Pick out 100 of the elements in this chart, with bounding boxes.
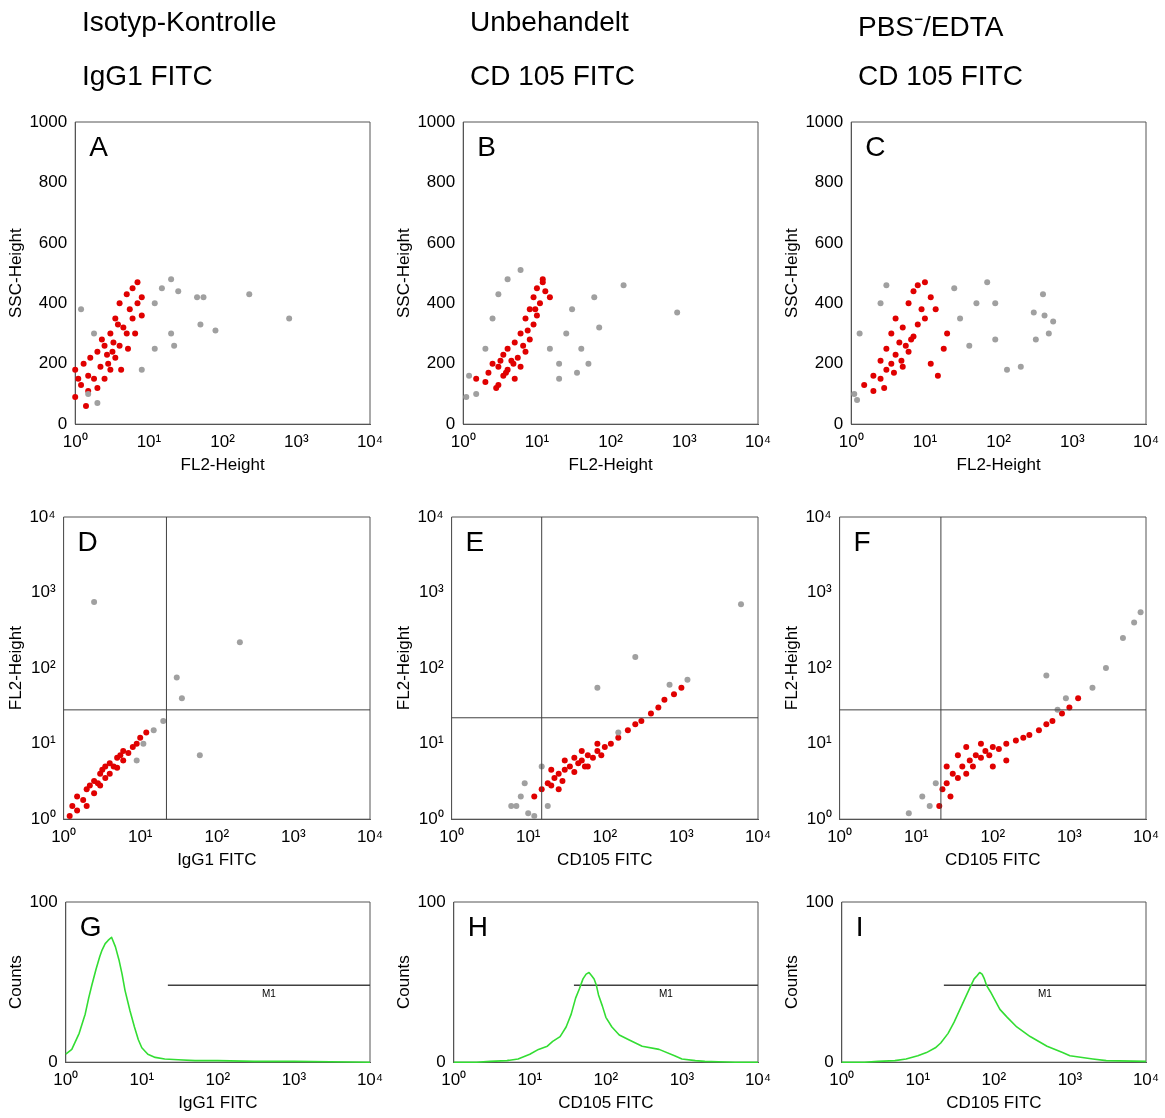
x-axis-title: FL2-Height bbox=[180, 455, 265, 475]
y-tick-label: 600 bbox=[426, 232, 456, 252]
y-axis-title: SSC-Height bbox=[393, 227, 413, 318]
chart-subtitle: IgG1 FITC bbox=[82, 60, 213, 92]
y-tick-label: 10⁴ bbox=[29, 506, 56, 526]
chart-title: Isotyp-Kontrolle bbox=[82, 6, 277, 38]
x-tick-label: 10⁰ bbox=[838, 432, 864, 452]
y-tick-label: 100 bbox=[29, 891, 58, 911]
x-tick-label: 10² bbox=[986, 432, 1012, 452]
x-tick-label: 10¹ bbox=[912, 432, 938, 452]
y-tick-label: 1000 bbox=[29, 111, 68, 131]
x-tick-label: 10⁴ bbox=[744, 432, 772, 452]
y-tick-label: 10¹ bbox=[419, 733, 444, 753]
x-tick-label: 10¹ bbox=[129, 1070, 155, 1090]
y-tick-label: 10³ bbox=[419, 582, 444, 602]
y-tick-label: 200 bbox=[426, 353, 456, 373]
x-tick-label: 10¹ bbox=[905, 1070, 931, 1090]
annotation: F bbox=[853, 525, 871, 557]
y-tick-label: 400 bbox=[426, 293, 456, 313]
chart-subtitle: CD 105 FITC bbox=[470, 60, 635, 92]
y-tick-label: 10² bbox=[419, 657, 444, 677]
y-axis-title: Counts bbox=[393, 955, 413, 1010]
x-tick-label: 10⁴ bbox=[1132, 432, 1160, 452]
chart-title: Unbehandelt bbox=[470, 6, 629, 38]
y-tick-label: 100 bbox=[417, 891, 446, 911]
y-tick-label: 10³ bbox=[31, 582, 56, 602]
x-tick-label: 10¹ bbox=[903, 827, 929, 847]
series-label: M1 bbox=[261, 988, 277, 1000]
x-axis-title: FL2-Height bbox=[956, 455, 1041, 475]
y-tick-label: 10³ bbox=[807, 582, 832, 602]
x-tick-label: 10² bbox=[210, 432, 236, 452]
x-tick-label: 10² bbox=[980, 827, 1006, 847]
x-tick-label: 10⁴ bbox=[744, 827, 772, 847]
y-tick-label: 800 bbox=[426, 172, 456, 192]
y-tick-label: 10⁴ bbox=[805, 506, 832, 526]
x-tick-label: 10³ bbox=[1057, 1070, 1083, 1090]
y-tick-label: 800 bbox=[38, 172, 68, 192]
y-tick-label: 10² bbox=[807, 657, 832, 677]
annotation: H bbox=[467, 910, 488, 942]
y-tick-label: 0 bbox=[57, 413, 68, 433]
y-tick-label: 200 bbox=[38, 353, 68, 373]
y-tick-label: 10⁰ bbox=[418, 808, 444, 828]
x-tick-label: 10¹ bbox=[127, 827, 153, 847]
x-tick-label: 10³ bbox=[672, 432, 697, 452]
x-tick-label: 10⁴ bbox=[1132, 1070, 1160, 1090]
annotation: G bbox=[79, 910, 102, 942]
x-tick-label: 10² bbox=[593, 1070, 619, 1090]
y-tick-label: 800 bbox=[814, 172, 844, 192]
chart-title: PBS⁻/EDTA bbox=[858, 10, 1004, 44]
x-axis-title: CD105 FITC bbox=[558, 1093, 654, 1113]
x-axis-title: CD105 FITC bbox=[557, 850, 653, 870]
y-tick-label: 100 bbox=[805, 891, 834, 911]
x-tick-label: 10³ bbox=[281, 1070, 307, 1090]
x-tick-label: 10¹ bbox=[517, 1070, 543, 1090]
y-tick-label: 0 bbox=[48, 1051, 58, 1071]
series-label: M1 bbox=[1037, 988, 1053, 1000]
x-tick-label: 10¹ bbox=[515, 827, 541, 847]
y-tick-label: 0 bbox=[436, 1051, 446, 1071]
y-tick-label: 0 bbox=[445, 413, 456, 433]
y-axis-title: Counts bbox=[5, 955, 25, 1010]
y-tick-label: 1000 bbox=[805, 111, 844, 131]
y-tick-label: 600 bbox=[38, 232, 68, 252]
x-axis-title: IgG1 FITC bbox=[178, 1093, 258, 1113]
x-tick-label: 10⁴ bbox=[1132, 827, 1160, 847]
annotation: D bbox=[77, 525, 98, 557]
x-axis-title: FL2-Height bbox=[568, 455, 653, 475]
y-tick-label: 10⁰ bbox=[30, 808, 56, 828]
x-tick-label: 10² bbox=[205, 1070, 231, 1090]
y-axis-title: SSC-Height bbox=[781, 227, 801, 318]
y-tick-label: 10⁴ bbox=[417, 506, 444, 526]
y-tick-label: 10¹ bbox=[31, 733, 56, 753]
x-tick-label: 10⁴ bbox=[744, 1070, 772, 1090]
y-axis-title: Counts bbox=[781, 955, 801, 1010]
y-tick-label: 10¹ bbox=[807, 733, 832, 753]
x-tick-label: 10³ bbox=[1057, 827, 1083, 847]
y-axis-title: SSC-Height bbox=[5, 227, 25, 318]
x-axis-title: CD105 FITC bbox=[945, 850, 1041, 870]
annotation: I bbox=[855, 910, 864, 942]
y-tick-label: 10² bbox=[31, 657, 56, 677]
y-axis-title: FL2-Height bbox=[393, 625, 413, 711]
x-tick-label: 10⁰ bbox=[62, 432, 88, 452]
x-tick-label: 10² bbox=[598, 432, 624, 452]
series-label: M1 bbox=[659, 988, 674, 1000]
x-tick-label: 10¹ bbox=[136, 432, 162, 452]
annotation: C bbox=[865, 130, 886, 162]
x-tick-label: 10³ bbox=[669, 1070, 695, 1090]
x-tick-label: 10³ bbox=[669, 827, 695, 847]
x-tick-label: 10³ bbox=[281, 827, 307, 847]
x-axis-title: IgG1 FITC bbox=[177, 850, 257, 870]
x-axis-title: CD105 FITC bbox=[946, 1093, 1042, 1113]
x-tick-label: 10² bbox=[204, 827, 230, 847]
annotation: A bbox=[89, 130, 109, 162]
y-axis-title: FL2-Height bbox=[5, 625, 25, 711]
y-tick-label: 1000 bbox=[417, 111, 456, 131]
y-tick-label: 0 bbox=[824, 1051, 834, 1071]
x-tick-label: 10⁴ bbox=[356, 432, 384, 452]
y-tick-label: 600 bbox=[814, 232, 844, 252]
chart-subtitle: CD 105 FITC bbox=[858, 60, 1023, 92]
x-tick-label: 10² bbox=[981, 1070, 1007, 1090]
x-tick-label: 10³ bbox=[284, 432, 309, 452]
